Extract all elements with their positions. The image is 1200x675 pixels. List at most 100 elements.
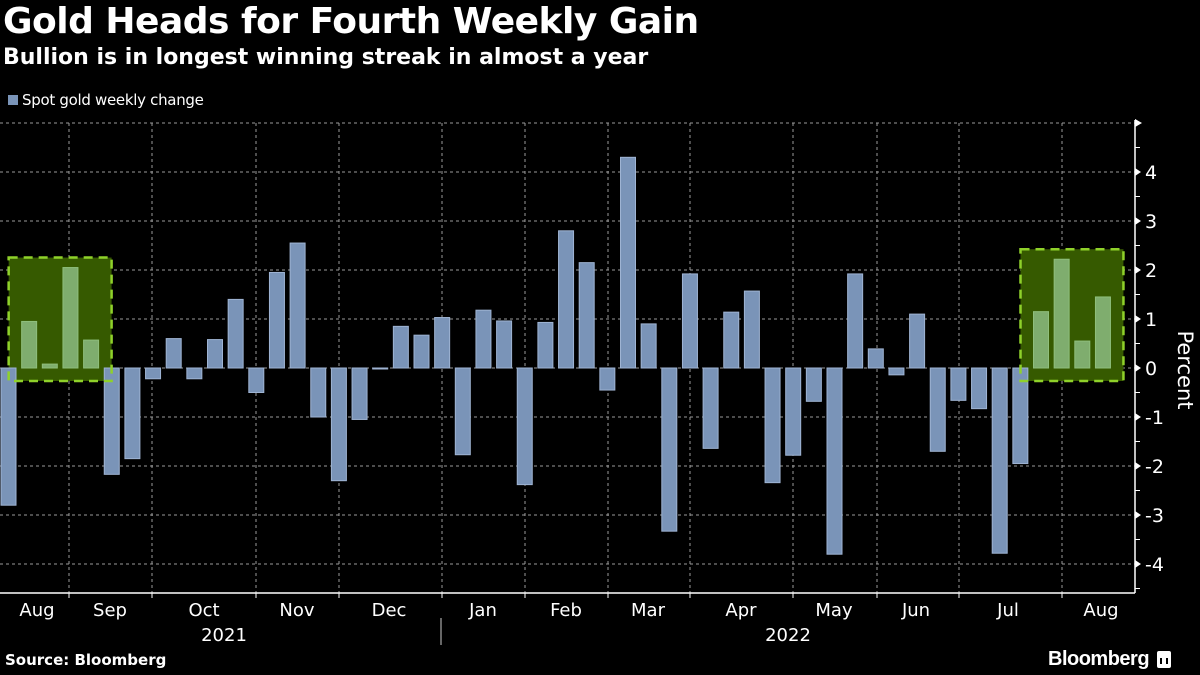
legend-swatch: [8, 95, 18, 105]
bar: [1094, 296, 1111, 369]
brand-logo: Bloomberg: [1048, 648, 1172, 671]
bar: [661, 367, 678, 532]
bar: [516, 367, 533, 486]
x-month-label: Apr: [725, 600, 757, 621]
x-month-label: Feb: [550, 600, 582, 621]
y-tick-label: -3: [1145, 505, 1164, 527]
x-month-label: Nov: [279, 600, 314, 621]
bar: [723, 311, 740, 369]
bar: [21, 320, 38, 369]
bar: [1053, 258, 1070, 369]
x-year-label: 2021: [201, 625, 247, 646]
x-month-label: Oct: [188, 600, 219, 621]
bar: [0, 367, 17, 506]
bar: [103, 367, 120, 475]
y-tick: [1135, 315, 1141, 323]
bar: [165, 338, 182, 369]
bar: [310, 367, 327, 418]
bar: [392, 325, 409, 369]
bar: [207, 339, 223, 369]
y-axis-title: Percent: [1173, 330, 1197, 409]
bar: [929, 367, 946, 452]
legend-label: Spot gold weekly change: [22, 91, 204, 109]
bar: [785, 367, 802, 456]
bar: [372, 367, 389, 370]
bar: [83, 339, 100, 369]
x-month-label: Jul: [996, 600, 1019, 621]
bar: [1033, 311, 1049, 369]
highlight-border: [7, 256, 113, 383]
x-year-label: 2022: [765, 625, 811, 646]
bar: [248, 367, 265, 393]
bar: [681, 273, 698, 369]
y-tick: [1135, 462, 1141, 470]
y-tick-label: 2: [1145, 260, 1157, 282]
bar: [330, 367, 347, 482]
x-month-label: May: [815, 600, 853, 621]
bar: [537, 321, 554, 369]
highlight-border: [1019, 247, 1125, 383]
bar: [434, 317, 451, 369]
y-tick-label: -2: [1145, 456, 1164, 478]
bar: [702, 367, 719, 449]
x-month-label: Mar: [631, 600, 666, 621]
x-month-label: Aug: [19, 600, 54, 621]
y-tick: [1135, 560, 1141, 568]
bar: [867, 348, 884, 369]
bar: [743, 290, 760, 369]
bar: [558, 230, 575, 369]
source-note: Source: Bloomberg: [5, 651, 167, 669]
bar: [599, 367, 616, 391]
bar: [888, 367, 905, 376]
y-tick: [1135, 217, 1141, 225]
bar: [971, 367, 988, 410]
y-tick: [1135, 168, 1141, 176]
legend: Spot gold weekly change: [8, 91, 204, 109]
bar: [991, 367, 1008, 554]
bar: [909, 313, 926, 369]
y-tick-label: -1: [1145, 407, 1164, 429]
y-tick-label: 4: [1145, 162, 1157, 184]
bar: [351, 367, 368, 420]
bar: [227, 298, 244, 369]
y-tick-label: -4: [1145, 554, 1164, 576]
bar: [826, 367, 843, 555]
y-tick: [1135, 266, 1141, 274]
bar: [805, 367, 822, 402]
chart-title: Gold Heads for Fourth Weekly Gain: [3, 1, 699, 42]
y-tick: [1135, 511, 1141, 519]
y-tick-label: 1: [1145, 309, 1157, 331]
bar: [1074, 340, 1091, 369]
x-month-label: Aug: [1083, 600, 1118, 621]
highlight-borders: [7, 247, 1125, 383]
bar: [1012, 367, 1029, 465]
bar: [62, 267, 79, 369]
y-tick-label: 3: [1145, 211, 1157, 233]
bar: [289, 242, 306, 369]
bar: [124, 367, 141, 460]
bar: [186, 367, 203, 380]
x-month-label: Dec: [372, 600, 407, 621]
bar: [496, 320, 513, 369]
bar: [475, 309, 492, 369]
bar: [413, 334, 430, 369]
x-month-label: Jan: [468, 600, 497, 621]
bar: [578, 262, 595, 369]
bar: [847, 273, 864, 369]
brand-name: Bloomberg: [1048, 648, 1150, 670]
y-tick: [1135, 119, 1141, 127]
bar: [764, 367, 781, 484]
y-tick: [1135, 413, 1141, 421]
y-tick: [1135, 364, 1141, 372]
bar: [268, 271, 285, 369]
bloomberg-chart-icon: [1157, 651, 1172, 668]
bar: [145, 367, 162, 380]
bar: [950, 367, 967, 401]
bar: [41, 363, 58, 369]
axes: [0, 119, 1142, 645]
axis-labels: -4 -3 -2 -1 0 1 2 3 4 Percent Aug Sep Oct Nov Dec Jan Fe…: [19, 162, 1197, 646]
y-tick-label: 0: [1145, 358, 1157, 380]
bars: [0, 156, 1111, 555]
x-month-label: Jun: [901, 600, 930, 621]
